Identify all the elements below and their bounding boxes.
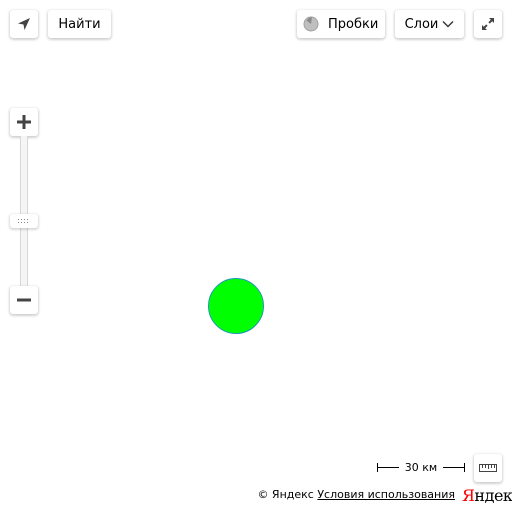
plus-icon (17, 115, 31, 129)
zoom-out-button[interactable] (10, 286, 38, 314)
traffic-button[interactable]: Пробки (297, 10, 385, 38)
scale-tick-right (464, 463, 465, 472)
zoom-slider-handle[interactable] (10, 214, 38, 228)
scale-label: 30 км (404, 461, 438, 474)
zoom-slider-track[interactable] (20, 136, 28, 286)
expand-icon (482, 18, 494, 30)
ruler-button[interactable] (474, 454, 502, 482)
scale-line: 30 км (377, 461, 465, 475)
terms-of-use-link[interactable]: Условия использования (317, 488, 455, 501)
grip-icon (18, 219, 28, 223)
traffic-button-label: Пробки (328, 16, 379, 32)
yandex-logo-rest: ндекс (474, 486, 512, 505)
search-button[interactable]: Найти (48, 10, 111, 38)
chevron-down-icon (442, 21, 454, 28)
scale-bar-left (377, 467, 399, 468)
yandex-logo-first-letter: Я (462, 486, 475, 505)
navigation-arrow-icon (18, 18, 30, 30)
geolocation-button[interactable] (10, 10, 38, 38)
layers-button[interactable]: Слои (395, 10, 464, 38)
circle-placemark[interactable] (208, 278, 264, 334)
traffic-light-icon (303, 16, 319, 32)
layers-button-label: Слои (404, 16, 439, 32)
copyright: © Яндекс Условия использования (257, 488, 455, 502)
search-button-label: Найти (58, 16, 101, 32)
zoom-in-button[interactable] (10, 108, 38, 136)
scale-bar-right (443, 467, 465, 468)
ruler-icon (479, 464, 497, 472)
minus-icon (17, 298, 31, 302)
fullscreen-button[interactable] (474, 10, 502, 38)
yandex-logo[interactable]: Яндекс (462, 486, 512, 506)
copyright-text: © Яндекс (257, 488, 314, 501)
